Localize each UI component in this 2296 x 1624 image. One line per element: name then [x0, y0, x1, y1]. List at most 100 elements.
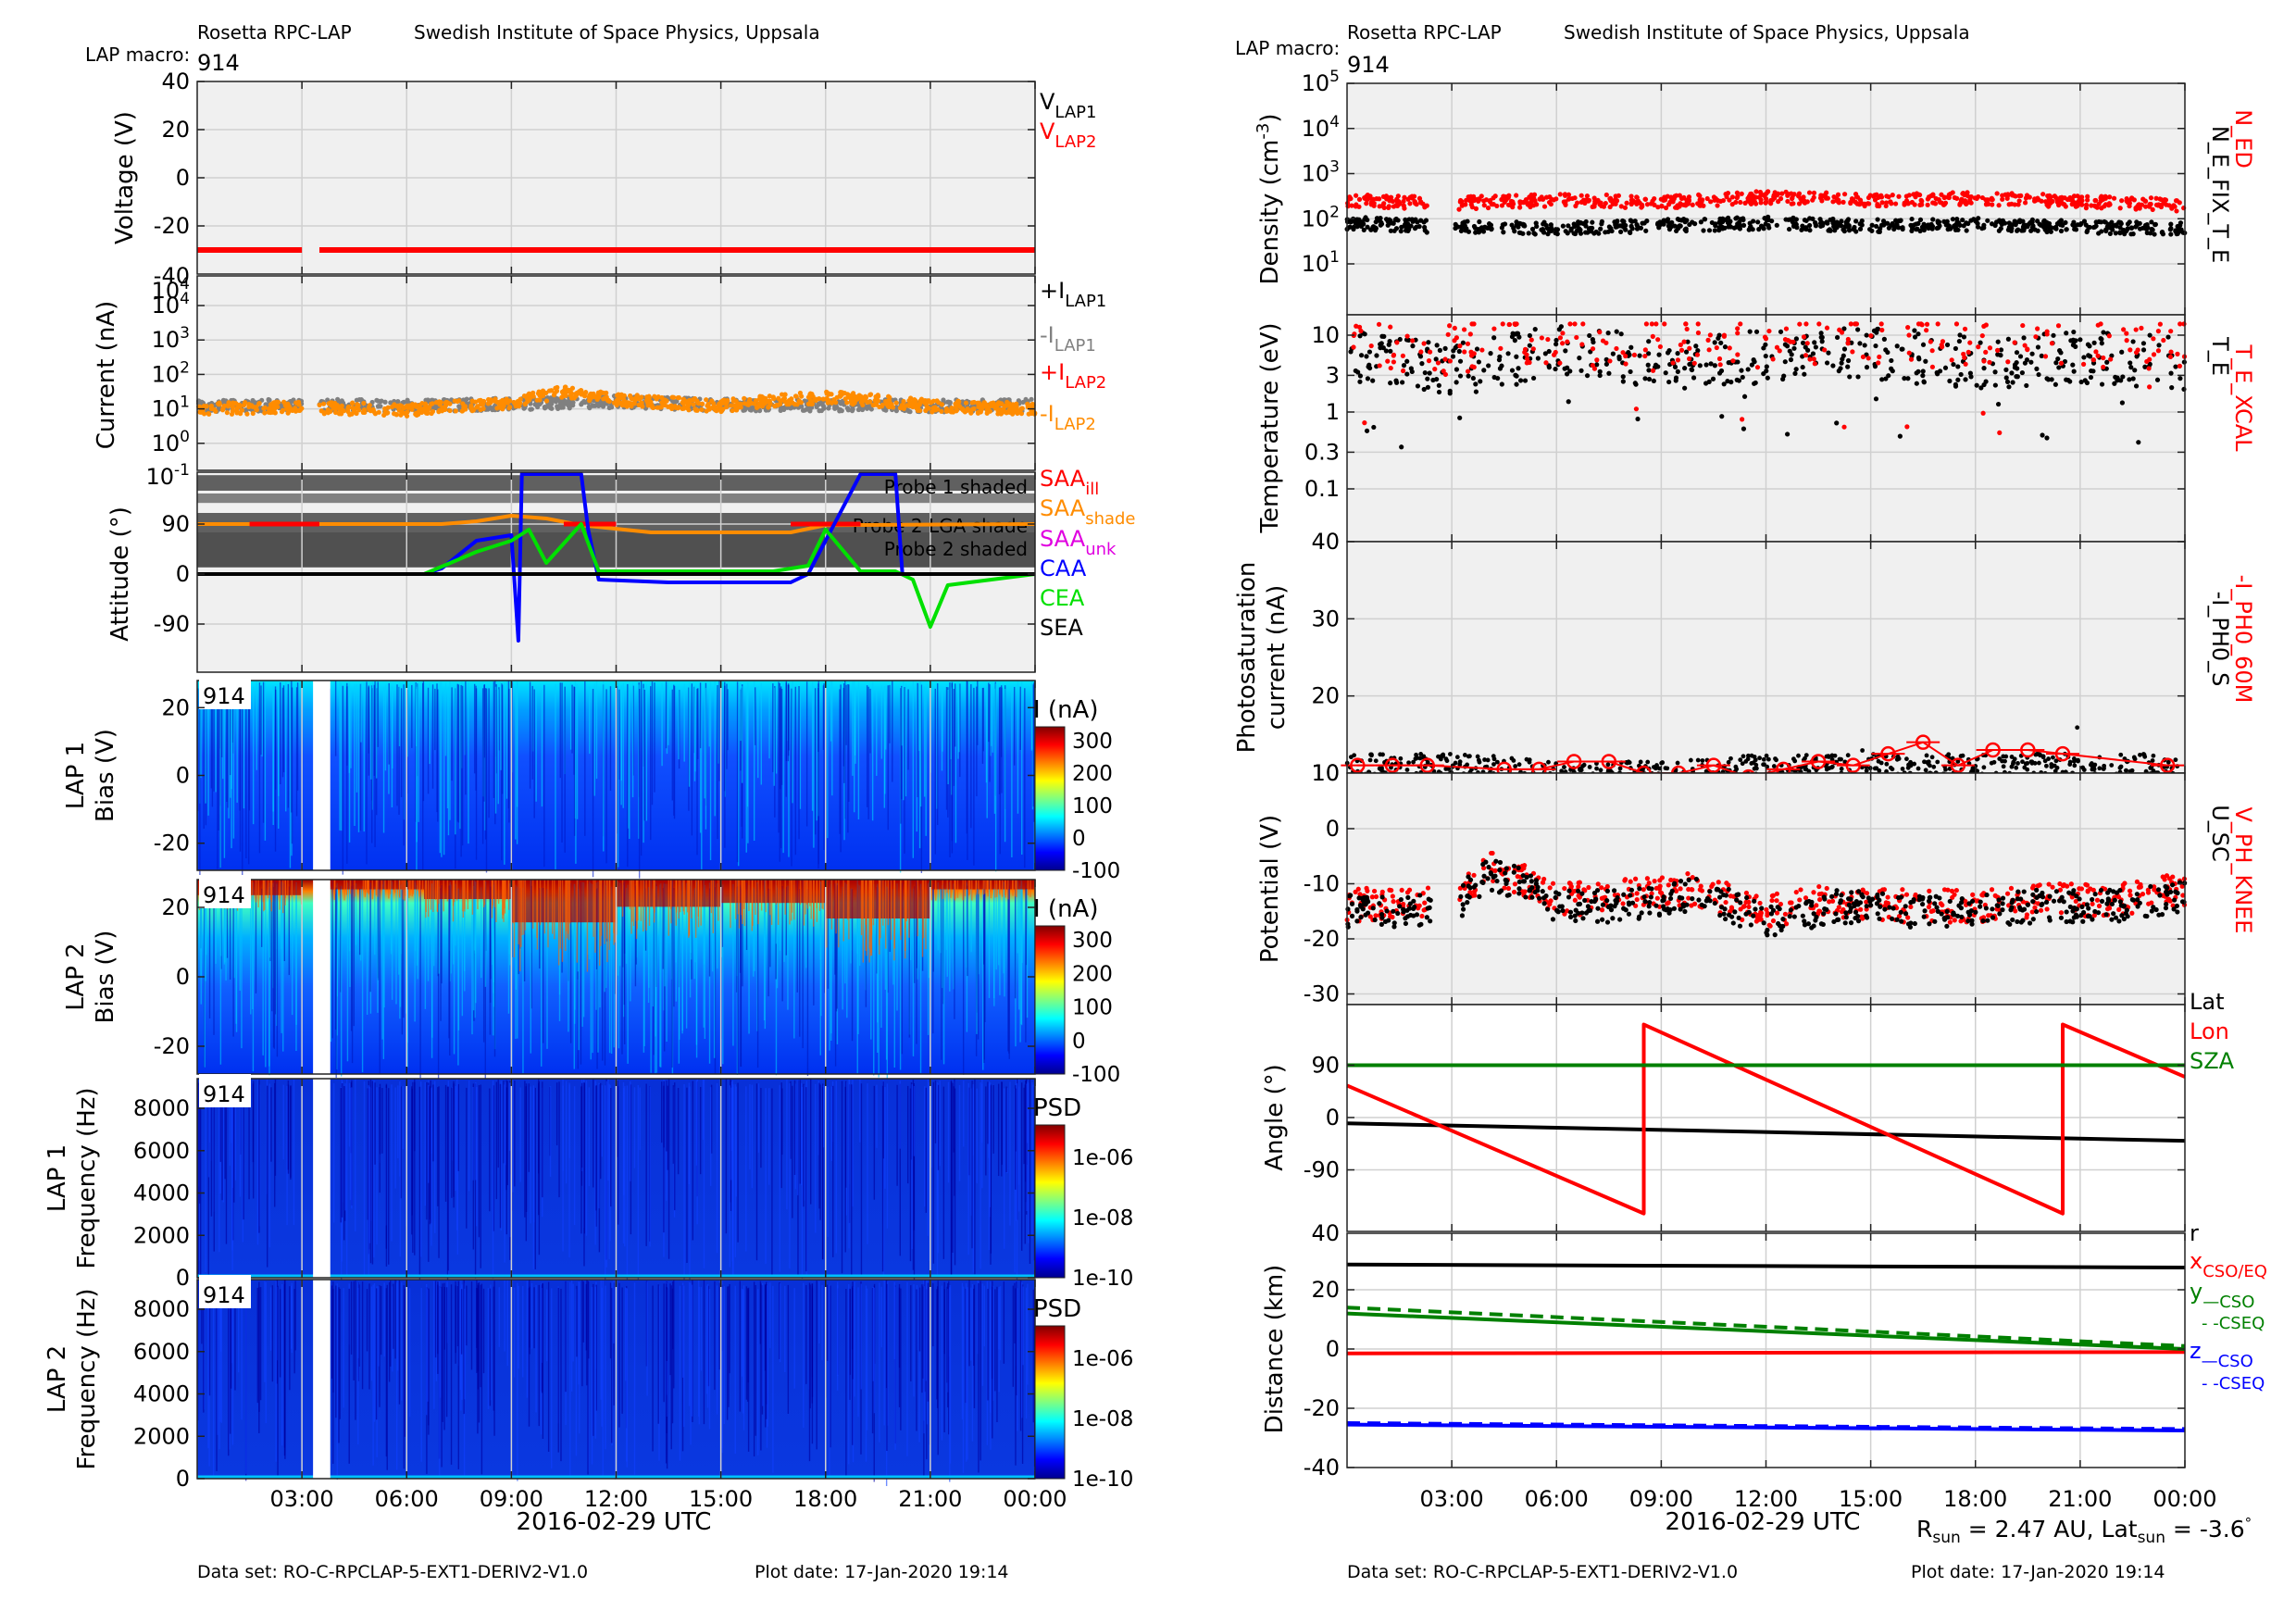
- y-tick-label: -90: [154, 611, 190, 637]
- current-point: [934, 398, 940, 404]
- current-point: [572, 394, 578, 399]
- density-point: [1734, 195, 1740, 201]
- high-current-band: [825, 880, 930, 918]
- density-point: [1720, 197, 1727, 204]
- current-point: [254, 404, 259, 410]
- density-point: [2071, 194, 2078, 199]
- current-point: [661, 398, 667, 405]
- colorbar-tick-label: 100: [1072, 794, 1113, 818]
- shade-label: Probe 1 shaded: [884, 476, 1028, 498]
- y-tick-label: 20: [161, 117, 190, 143]
- density-point: [1892, 201, 1899, 206]
- density-point: [1806, 190, 1813, 195]
- density-point: [1534, 202, 1540, 207]
- density-point: [1824, 190, 1829, 195]
- macro-label-right: LAP macro:: [1235, 37, 1340, 59]
- current-point: [422, 401, 428, 406]
- current-point: [730, 407, 735, 414]
- density-point: [1965, 190, 1970, 195]
- y-axis-label: LAP 2Frequency (Hz): [44, 1288, 101, 1469]
- current-point: [543, 406, 548, 411]
- current-point: [504, 396, 509, 402]
- current-point: [764, 399, 769, 405]
- density-point: [1566, 196, 1571, 202]
- current-point: [392, 411, 397, 417]
- shade-label: Probe 2 shaded: [884, 538, 1028, 560]
- colorbar: [1034, 925, 1066, 1075]
- current-point: [518, 400, 523, 406]
- current-point: [792, 401, 798, 407]
- density-point: [1764, 199, 1769, 205]
- current-point: [581, 391, 588, 396]
- colorbar-tick-label: 0: [1072, 827, 1086, 851]
- current-point: [813, 397, 818, 404]
- density-point: [1603, 192, 1609, 198]
- density-point: [2128, 195, 2135, 201]
- y-tick-label: 6000: [133, 1339, 190, 1365]
- current-point: [1010, 402, 1016, 407]
- density-point: [1680, 202, 1687, 207]
- density-point: [1402, 206, 1407, 211]
- current-point: [863, 394, 869, 400]
- current-point: [1020, 399, 1026, 406]
- current-point: [507, 405, 513, 410]
- y-tick-label: -20: [154, 1033, 190, 1059]
- y-tick-label: 20: [161, 694, 190, 720]
- density-point: [1491, 195, 1496, 201]
- current-point: [537, 397, 543, 403]
- density-point: [1990, 196, 1995, 203]
- density-point: [1771, 194, 1777, 200]
- current-point: [206, 411, 211, 417]
- current-point: [747, 396, 753, 403]
- current-point: [692, 396, 698, 402]
- current-point: [893, 408, 899, 414]
- density-point: [2056, 202, 2062, 208]
- density-point: [1673, 205, 1678, 210]
- current-point: [754, 405, 760, 410]
- current-point: [833, 400, 839, 406]
- density-point: [1811, 190, 1817, 195]
- density-point: [1642, 196, 1648, 202]
- density-point: [1889, 201, 1894, 206]
- current-point: [747, 406, 753, 412]
- data-gap: [313, 880, 331, 1074]
- density-point: [2148, 201, 2153, 207]
- current-point: [262, 405, 268, 410]
- y-tick-label: 8000: [133, 1296, 190, 1322]
- density-point: [1637, 200, 1642, 206]
- instrument-title: Rosetta RPC-LAP: [197, 21, 352, 44]
- current-point: [978, 409, 983, 415]
- colorbar-tick-label: 1e-10: [1072, 1267, 1133, 1291]
- density-point: [1377, 204, 1382, 209]
- density-point: [1643, 228, 1649, 233]
- y-tick-label: 103: [152, 324, 190, 353]
- density-point: [1489, 202, 1494, 207]
- current-point: [478, 406, 483, 413]
- current-point: [971, 399, 977, 406]
- current-point: [760, 394, 766, 400]
- current-point: [705, 403, 710, 408]
- current-point: [821, 404, 827, 409]
- current-point: [849, 401, 855, 406]
- density-point: [1753, 189, 1759, 194]
- density-point: [1914, 191, 1919, 196]
- current-point: [798, 400, 804, 406]
- current-point: [339, 411, 344, 417]
- density-point: [2174, 208, 2179, 214]
- density-point: [2015, 202, 2021, 207]
- current-point: [548, 397, 554, 403]
- current-point: [401, 406, 406, 411]
- density-point: [1697, 197, 1703, 203]
- density-point: [1985, 218, 1990, 223]
- density-point: [1834, 196, 1840, 202]
- y-tick-label: 4000: [133, 1381, 190, 1407]
- current-point: [266, 409, 271, 415]
- density-point: [1811, 194, 1816, 200]
- current-point: [443, 406, 448, 412]
- density-point: [1394, 198, 1400, 204]
- current-point: [699, 406, 705, 412]
- y-axis-label: Current (nA): [93, 301, 120, 449]
- colorbar-label: I (nA): [1033, 895, 1098, 923]
- y-tick-label: 0: [176, 964, 190, 990]
